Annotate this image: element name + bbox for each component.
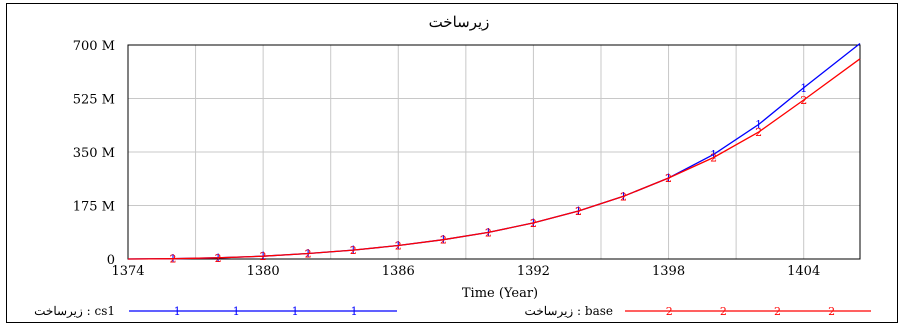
legend-marker: 1 <box>233 305 240 318</box>
x-tick-label: 1374 <box>111 264 144 279</box>
chart-frame: زیرساخت 1374 1380 1386 1392 1398 1404 0 175 M 35… <box>6 3 898 323</box>
y-tick-label: 525 M <box>73 93 115 108</box>
series-marker: 2 <box>305 247 312 260</box>
plot-border <box>127 44 861 260</box>
series-marker: 2 <box>350 244 357 257</box>
legend-label: زیرساخت : cs1 <box>34 304 115 318</box>
x-tick-label: 1404 <box>787 264 820 279</box>
series-marker: 2 <box>260 250 267 263</box>
legend-marker: 2 <box>828 305 835 318</box>
legend-label: زیرساخت : base <box>525 304 613 318</box>
y-tick-label: 175 M <box>73 200 115 215</box>
x-tick-label: 1392 <box>517 264 550 279</box>
y-tick-label: 700 M <box>73 39 115 54</box>
x-tick-label: 1398 <box>652 264 685 279</box>
series-marker: 2 <box>395 240 402 253</box>
legend-marker: 1 <box>292 305 299 318</box>
series-line-2 <box>127 58 861 260</box>
legend-marker: 2 <box>666 305 673 318</box>
legend-marker: 2 <box>720 305 727 318</box>
chart-title: زیرساخت <box>429 13 490 31</box>
line-chart: زیرساخت 1374 1380 1386 1392 1398 1404 0 175 M 35… <box>34 13 871 318</box>
series-marker: 2 <box>755 126 762 139</box>
legend-marker: 1 <box>174 305 181 318</box>
series-marker: 2 <box>620 190 627 203</box>
series-marker: 2 <box>215 252 222 265</box>
series-marker: 2 <box>530 217 537 230</box>
x-tick-label: 1380 <box>247 264 280 279</box>
series-marker: 2 <box>665 172 672 185</box>
series-marker: 1 <box>800 82 807 95</box>
legend-marker: 1 <box>351 305 358 318</box>
series-marker: 2 <box>710 152 717 165</box>
x-tick-label: 1386 <box>382 264 415 279</box>
x-axis-label: Time (Year) <box>462 286 538 301</box>
series-marker: 2 <box>440 234 447 247</box>
series-marker: 1 <box>755 118 762 131</box>
series-marker: 2 <box>800 94 807 107</box>
series-marker: 2 <box>170 253 177 266</box>
y-tick-label: 0 <box>107 253 115 268</box>
series-marker: 2 <box>575 205 582 218</box>
y-tick-label: 350 M <box>73 146 115 161</box>
series-marker: 1 <box>710 148 717 161</box>
legend-marker: 2 <box>774 305 781 318</box>
series-marker: 2 <box>485 226 492 239</box>
